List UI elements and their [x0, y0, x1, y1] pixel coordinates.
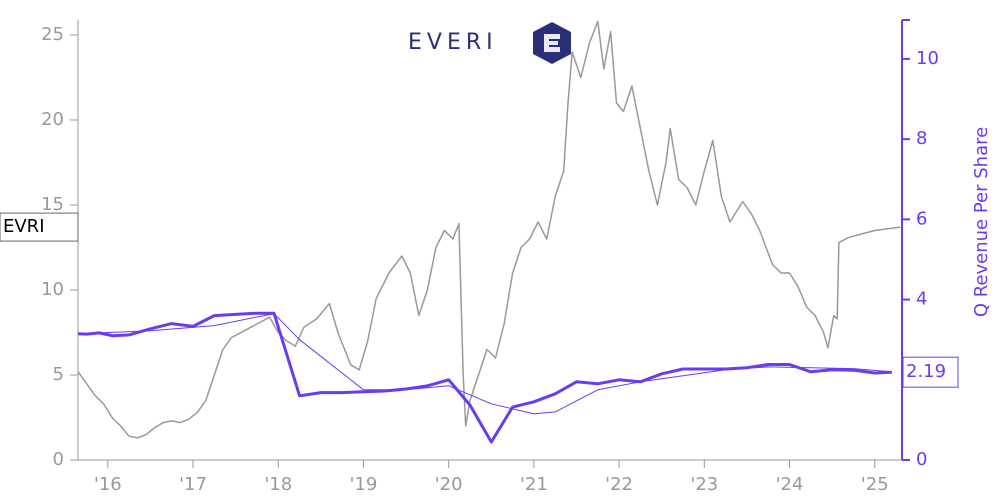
series-line: [77, 311, 892, 444]
x-tick-label: '16: [94, 474, 122, 495]
y-tick-label: 5: [53, 364, 64, 385]
x-tick-label: '20: [435, 474, 463, 495]
x-tick-label: '18: [264, 474, 292, 495]
x-tick-label: '24: [776, 474, 804, 495]
plot: 05101520250246810'16'17'18'19'20'21'22'2…: [0, 19, 959, 495]
x-tick-label: '22: [605, 474, 633, 495]
end-label-text: 2.19: [906, 361, 946, 382]
price-label-box: [0, 212, 79, 242]
series-line: [77, 20, 901, 439]
x-tick-label: '25: [861, 474, 889, 495]
y-tick-label: 10: [41, 279, 64, 300]
end-label-box: [902, 356, 959, 388]
brand: EVERI: [408, 30, 498, 55]
x-tick-label: '17: [179, 474, 207, 495]
y-tick-label: 15: [41, 194, 64, 215]
logo-icon-mark: [544, 34, 560, 52]
y2-axis-label: Q Revenue Per Share: [971, 127, 992, 317]
logo: EVERI: [408, 22, 571, 64]
y2-tick-label: 4: [916, 289, 927, 310]
y-tick-label: 20: [41, 109, 64, 130]
y2-tick-label: 6: [916, 208, 927, 229]
y2-tick-label: 0: [916, 449, 927, 470]
y2-tick-label: 10: [916, 48, 939, 69]
end-label: 2.19: [902, 356, 959, 388]
x-tick-label: '21: [520, 474, 548, 495]
x-tick-label: '19: [350, 474, 378, 495]
price-label-text: EVRI: [3, 216, 45, 237]
y-tick-label: 0: [53, 449, 64, 470]
price-label: EVRI: [0, 212, 79, 242]
y-tick-label: 25: [41, 24, 64, 45]
y2-tick-label: 8: [916, 128, 927, 149]
x-tick-label: '23: [690, 474, 718, 495]
